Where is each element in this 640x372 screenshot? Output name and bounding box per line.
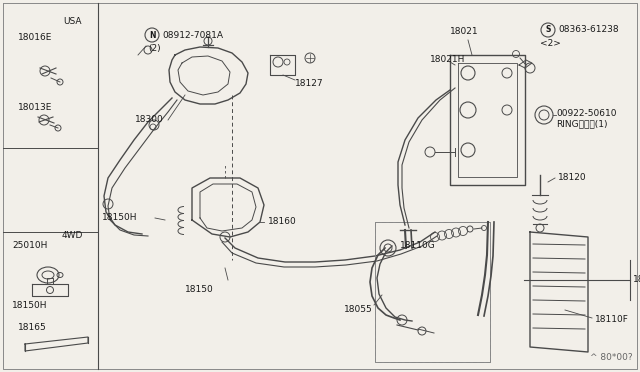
Text: 18016E: 18016E xyxy=(18,33,52,42)
Text: 18150H: 18150H xyxy=(12,301,47,310)
Text: 00922-50610: 00922-50610 xyxy=(556,109,616,118)
Text: 18055: 18055 xyxy=(344,305,373,314)
Text: ^ 80*00?: ^ 80*00? xyxy=(590,353,632,362)
Text: <2>: <2> xyxy=(540,39,561,48)
Text: USA: USA xyxy=(63,17,81,26)
Text: 4WD: 4WD xyxy=(61,231,83,240)
Text: 18021: 18021 xyxy=(450,28,479,36)
Text: 08912-7081A: 08912-7081A xyxy=(162,31,223,39)
Text: 18021H: 18021H xyxy=(430,55,465,64)
Text: S: S xyxy=(545,26,550,35)
Text: 25010H: 25010H xyxy=(12,241,47,250)
Text: 18165: 18165 xyxy=(18,324,47,333)
Text: 18120: 18120 xyxy=(558,173,587,183)
Text: 18150: 18150 xyxy=(185,285,214,295)
Text: 18110F: 18110F xyxy=(595,315,629,324)
Text: 18160: 18160 xyxy=(268,218,297,227)
Text: 18013E: 18013E xyxy=(18,103,52,112)
Text: 18010: 18010 xyxy=(633,276,640,285)
Text: 18300: 18300 xyxy=(135,115,164,125)
Text: 08363-61238: 08363-61238 xyxy=(558,26,619,35)
Text: (2): (2) xyxy=(148,44,161,52)
Text: RINGリング(1): RINGリング(1) xyxy=(556,119,607,128)
Text: 18110G: 18110G xyxy=(400,241,436,250)
Text: 18127: 18127 xyxy=(295,78,324,87)
Text: N: N xyxy=(148,31,156,39)
Text: 18150H: 18150H xyxy=(102,214,138,222)
